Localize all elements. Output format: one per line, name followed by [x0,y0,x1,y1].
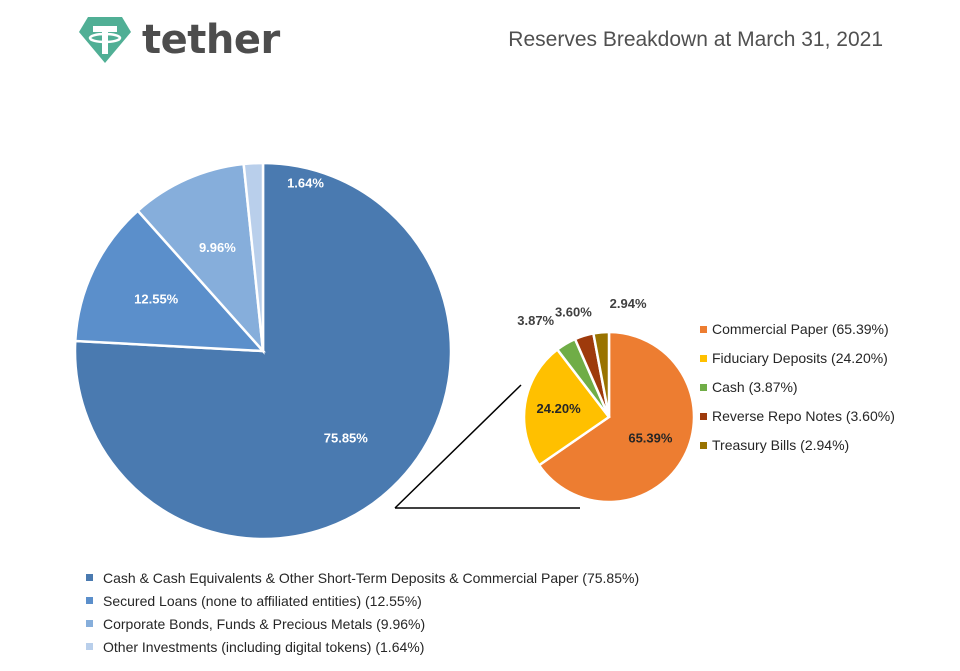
main-data-label: 9.96% [199,240,236,255]
legend-label-cash: Cash (3.87%) [712,379,798,395]
legend-label: Cash & Cash Equivalents & Other Short-Te… [103,569,640,586]
report-title: Reserves Breakdown at March 31, 2021 [508,28,883,51]
legend-label-reverse-repo-notes: Reverse Repo Notes (3.60%) [712,408,895,424]
legend-swatch-fiduciary-deposits [700,355,707,362]
legend-swatch [86,643,93,650]
main-slice-corporate-bonds-funds-precious-metals [136,162,265,355]
legend-swatch-treasury-bills [700,442,707,449]
main-slice-secured-loans [73,208,266,353]
breakdown-data-label: 3.60% [555,304,592,319]
legend-swatch-commercial-paper [700,326,707,333]
legend-swatch-reverse-repo-notes [700,413,707,420]
reserves-main-pie: 75.85% 12.55% 9.96% 1.64% [73,161,453,541]
breakdown-slice-commercial-paper [537,330,696,504]
breakdown-slice-treasury-bills [591,330,611,418]
legend-item-corporate-bonds-funds-precious-metals: Corporate Bonds, Funds & Precious Metals… [86,612,639,635]
main-slice-other-investments [242,161,265,352]
reserves-legend: Cash & Cash Equivalents & Other Short-Te… [86,566,639,658]
breakdown-connector [394,384,580,509]
legend-label-treasury-bills: Treasury Bills (2.94%) [712,437,849,453]
breakdown-data-label: 3.87% [517,313,554,328]
legend-label-commercial-paper: Commercial Paper (65.39%) [712,321,889,337]
legend-label: Corporate Bonds, Funds & Precious Metals… [103,615,426,632]
breakdown-slice-fiduciary-deposits [522,347,611,467]
legend-item-cash-cash-equivalents-other-short-term-deposits-commercial-paper: Cash & Cash Equivalents & Other Short-Te… [86,566,639,589]
main-data-label: 1.64% [287,175,324,190]
connector-line-upper [394,384,522,509]
legend-item-other-investments: Other Investments (including digital tok… [86,635,639,658]
cash-breakdown-legend: Commercial Paper (65.39%) Fiduciary Depos… [700,321,895,453]
tether-t-icon [79,17,131,63]
legend-swatch [86,597,93,604]
legend-item-secured-loans: Secured Loans (none to affiliated entiti… [86,589,639,612]
legend-label: Secured Loans (none to affiliated entiti… [103,592,422,609]
cash-breakdown-pie: 65.39% 24.20% 3.87%3.60% 2.94% [517,296,696,504]
legend-swatch [86,574,93,581]
legend-swatch [86,620,93,627]
logo-wordmark: tether [142,17,280,63]
legend-label: Other Investments (including digital tok… [103,638,425,655]
main-data-label: 12.55% [134,292,179,307]
breakdown-data-label: 65.39% [628,431,673,446]
legend-swatch-cash [700,384,707,391]
breakdown-data-label: 2.94% [610,296,647,311]
main-data-label: 75.85% [324,430,369,445]
tether-logo: tether [78,14,280,66]
breakdown-data-label: 24.20% [537,401,582,416]
legend-label-fiduciary-deposits: Fiduciary Deposits (24.20%) [712,350,888,366]
